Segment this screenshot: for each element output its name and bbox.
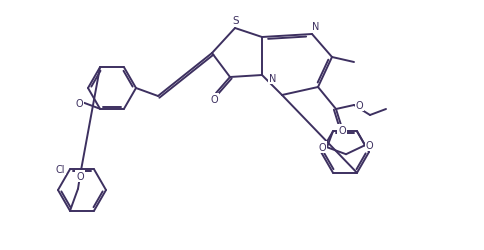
Text: Cl: Cl: [56, 164, 65, 174]
Text: O: O: [210, 94, 218, 104]
Text: O: O: [366, 141, 374, 150]
Text: O: O: [338, 126, 346, 136]
Text: O: O: [356, 100, 363, 110]
Text: N: N: [312, 22, 320, 32]
Text: S: S: [233, 16, 239, 26]
Text: N: N: [269, 74, 276, 84]
Text: O: O: [76, 98, 83, 108]
Text: O: O: [76, 171, 84, 181]
Text: O: O: [318, 143, 326, 152]
